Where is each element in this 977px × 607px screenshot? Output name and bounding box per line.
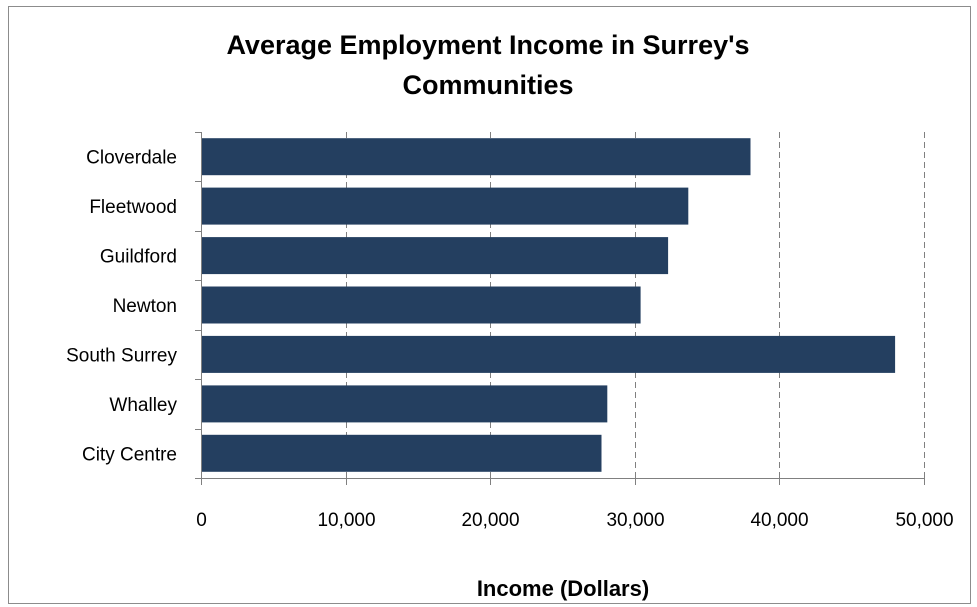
- x-tick-labels: 0 10,000 20,000 30,000 40,000 50,000: [196, 510, 953, 531]
- bar-cloverdale: [201, 138, 751, 176]
- category-label-fleetwood: Fleetwood: [89, 197, 177, 218]
- category-label-whalley: Whalley: [109, 395, 177, 416]
- bar-fleetwood: [201, 187, 689, 225]
- chart-title-line-2: Communities: [402, 70, 573, 100]
- bar-whalley: [201, 385, 608, 423]
- bar-newton: [201, 286, 641, 324]
- bars: [201, 138, 896, 472]
- x-tick-label-5: 50,000: [895, 510, 953, 531]
- bar-south-surrey: [201, 335, 896, 373]
- category-label-city-centre: City Centre: [82, 444, 177, 465]
- x-tick-label-3: 30,000: [606, 510, 664, 531]
- category-label-newton: Newton: [113, 296, 177, 317]
- bar-guildford: [201, 237, 669, 275]
- x-tick-label-1: 10,000: [317, 510, 375, 531]
- x-tick-label-4: 40,000: [750, 510, 808, 531]
- x-axis-label: Income (Dollars): [477, 576, 649, 601]
- axes: [195, 132, 925, 485]
- bar-city-centre: [201, 434, 602, 472]
- category-label-south-surrey: South Surrey: [66, 345, 177, 366]
- category-labels: Cloverdale Fleetwood Guildford Newton South …: [66, 148, 177, 466]
- chart-title-line-1: Average Employment Income in Surrey's: [226, 30, 749, 60]
- category-label-cloverdale: Cloverdale: [86, 148, 177, 169]
- x-tick-label-0: 0: [196, 510, 207, 531]
- x-tick-label-2: 20,000: [461, 510, 519, 531]
- category-label-guildford: Guildford: [100, 247, 177, 268]
